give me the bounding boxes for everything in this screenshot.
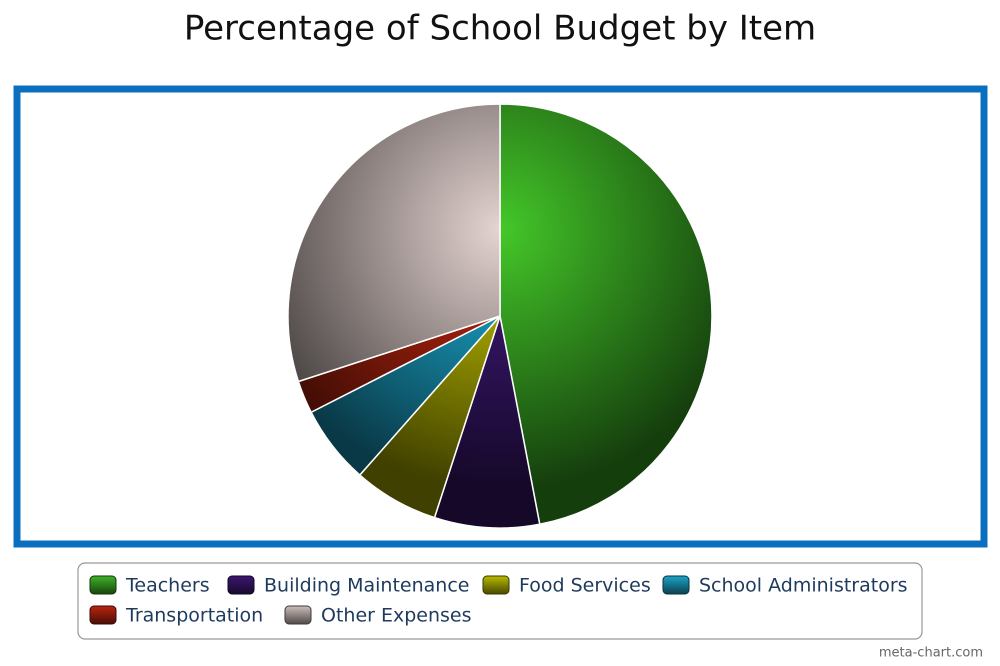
legend-swatch <box>227 575 255 595</box>
legend-swatch <box>482 575 510 595</box>
credit: meta-chart.com <box>879 646 983 661</box>
chart-title: Percentage of School Budget by Item <box>184 9 816 49</box>
legend-label: Other Expenses <box>321 605 472 627</box>
pie-slice <box>499 103 713 526</box>
legend-swatch <box>284 605 312 625</box>
pie-slice <box>287 103 501 383</box>
pie-slice <box>433 315 541 529</box>
legend-label: Transportation <box>125 605 263 627</box>
legend-swatch <box>89 605 117 625</box>
legend-swatch <box>89 575 117 595</box>
legend-label: Food Services <box>519 575 651 597</box>
legend-swatch <box>662 575 690 595</box>
legend-label: Teachers <box>125 575 210 597</box>
legend-label: School Administrators <box>699 575 908 597</box>
legend-label: Building Maintenance <box>264 575 469 597</box>
